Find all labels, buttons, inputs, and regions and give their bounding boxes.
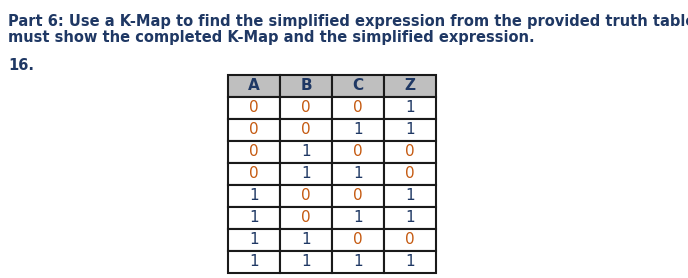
Text: must show the completed K-Map and the simplified expression.: must show the completed K-Map and the si… bbox=[8, 30, 535, 45]
Text: 0: 0 bbox=[405, 232, 415, 247]
Text: C: C bbox=[352, 78, 363, 93]
Text: 0: 0 bbox=[405, 145, 415, 160]
Text: 1: 1 bbox=[249, 188, 259, 203]
Bar bbox=[384, 141, 436, 163]
Bar bbox=[384, 119, 436, 141]
Bar bbox=[332, 97, 384, 119]
Bar bbox=[228, 207, 280, 229]
Text: 0: 0 bbox=[249, 101, 259, 115]
Text: 0: 0 bbox=[301, 123, 311, 138]
Bar bbox=[384, 251, 436, 273]
Bar bbox=[280, 207, 332, 229]
Text: 0: 0 bbox=[353, 188, 363, 203]
Text: 0: 0 bbox=[405, 167, 415, 182]
Bar bbox=[228, 251, 280, 273]
Text: 0: 0 bbox=[353, 145, 363, 160]
Text: 1: 1 bbox=[353, 167, 363, 182]
Bar bbox=[384, 185, 436, 207]
Text: 1: 1 bbox=[405, 188, 415, 203]
Bar bbox=[280, 185, 332, 207]
Text: 1: 1 bbox=[249, 232, 259, 247]
Bar bbox=[280, 163, 332, 185]
Bar bbox=[280, 119, 332, 141]
Bar bbox=[384, 163, 436, 185]
Bar bbox=[384, 229, 436, 251]
Text: 0: 0 bbox=[353, 232, 363, 247]
Bar bbox=[332, 207, 384, 229]
Text: 1: 1 bbox=[405, 123, 415, 138]
Bar bbox=[332, 141, 384, 163]
Text: 0: 0 bbox=[353, 101, 363, 115]
Text: 0: 0 bbox=[249, 145, 259, 160]
Bar bbox=[384, 207, 436, 229]
Text: 0: 0 bbox=[301, 101, 311, 115]
Bar bbox=[332, 119, 384, 141]
Text: 1: 1 bbox=[353, 254, 363, 269]
Bar bbox=[384, 97, 436, 119]
Bar bbox=[332, 229, 384, 251]
Bar bbox=[384, 75, 436, 97]
Bar bbox=[332, 251, 384, 273]
Bar bbox=[280, 75, 332, 97]
Bar bbox=[332, 75, 384, 97]
Text: 1: 1 bbox=[249, 254, 259, 269]
Text: 1: 1 bbox=[405, 101, 415, 115]
Bar bbox=[228, 229, 280, 251]
Bar bbox=[228, 163, 280, 185]
Bar bbox=[332, 163, 384, 185]
Bar bbox=[332, 185, 384, 207]
Text: 1: 1 bbox=[301, 254, 311, 269]
Text: A: A bbox=[248, 78, 260, 93]
Bar bbox=[228, 141, 280, 163]
Bar bbox=[228, 185, 280, 207]
Bar bbox=[228, 119, 280, 141]
Bar bbox=[280, 97, 332, 119]
Bar bbox=[280, 251, 332, 273]
Text: 0: 0 bbox=[301, 210, 311, 225]
Bar bbox=[228, 75, 280, 97]
Text: 1: 1 bbox=[405, 210, 415, 225]
Bar bbox=[280, 141, 332, 163]
Text: 16.: 16. bbox=[8, 58, 34, 73]
Text: 1: 1 bbox=[301, 232, 311, 247]
Text: 1: 1 bbox=[353, 123, 363, 138]
Text: B: B bbox=[300, 78, 312, 93]
Text: 0: 0 bbox=[301, 188, 311, 203]
Bar bbox=[280, 229, 332, 251]
Text: 1: 1 bbox=[353, 210, 363, 225]
Bar bbox=[228, 97, 280, 119]
Text: 1: 1 bbox=[301, 145, 311, 160]
Text: 0: 0 bbox=[249, 167, 259, 182]
Text: 1: 1 bbox=[301, 167, 311, 182]
Text: Z: Z bbox=[405, 78, 416, 93]
Text: 1: 1 bbox=[249, 210, 259, 225]
Text: 0: 0 bbox=[249, 123, 259, 138]
Text: Part 6: Use a K-Map to find the simplified expression from the provided truth ta: Part 6: Use a K-Map to find the simplifi… bbox=[8, 14, 688, 29]
Text: 1: 1 bbox=[405, 254, 415, 269]
